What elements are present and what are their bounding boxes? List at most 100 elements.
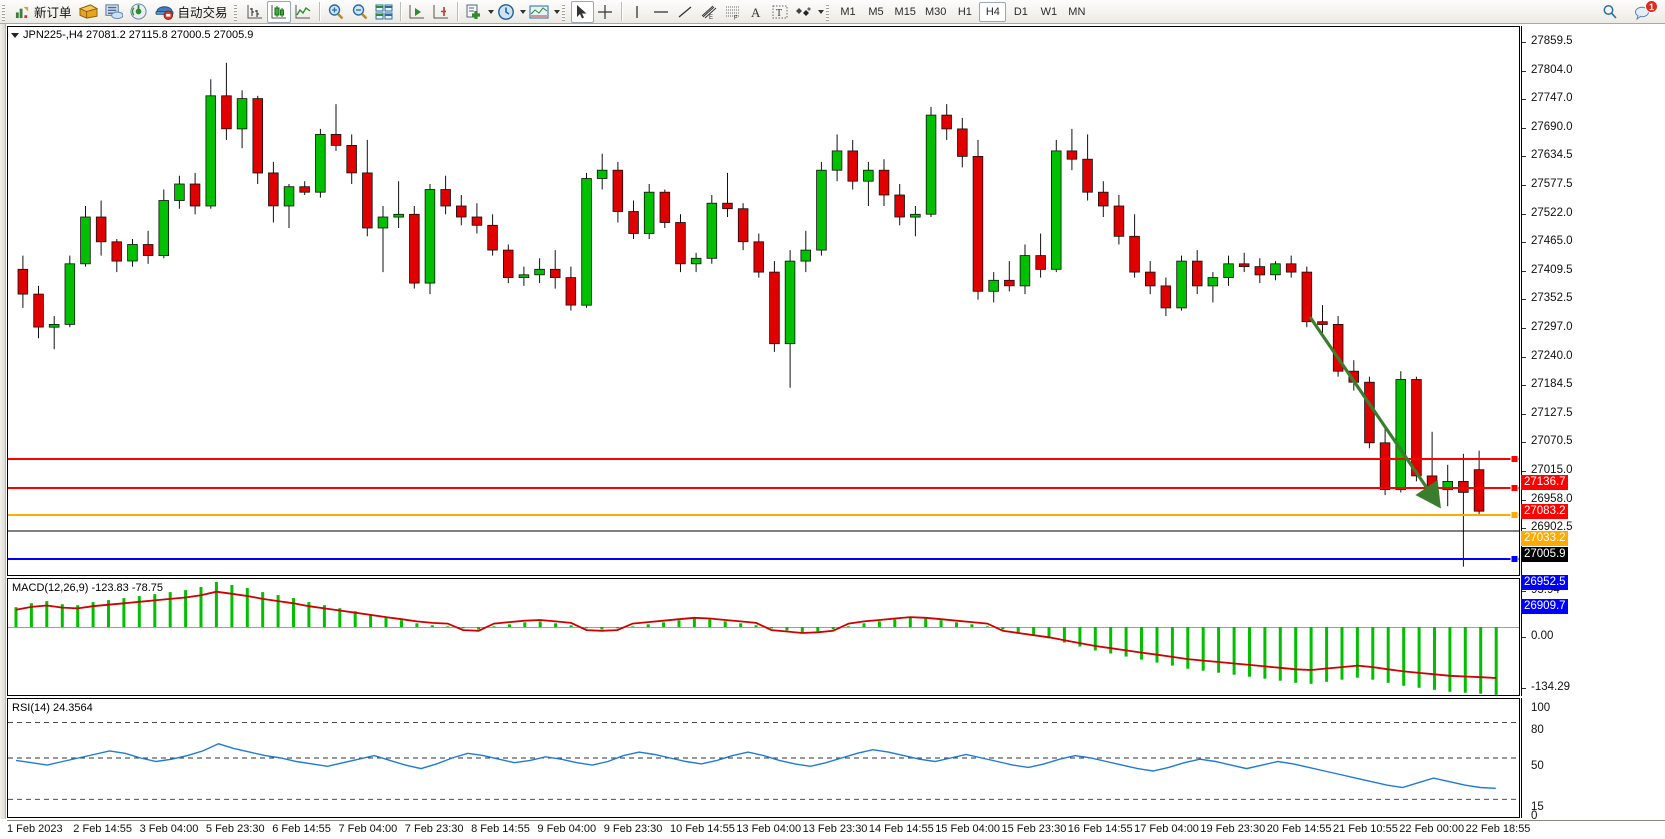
new-order-button[interactable]: 新订单 bbox=[11, 1, 76, 23]
chart-area: JPN225-,H4 27081.2 27115.8 27000.5 27005… bbox=[0, 24, 1665, 839]
level-tag-resistance-2[interactable]: 27136.7 bbox=[1521, 475, 1568, 490]
rsi-tick: 50 bbox=[1531, 760, 1544, 772]
price-tick: 27859.5 bbox=[1522, 35, 1573, 47]
time-tick: 17 Feb 04:00 bbox=[1134, 823, 1199, 835]
shapes-caret-icon[interactable] bbox=[817, 9, 824, 14]
chart-shift-button[interactable] bbox=[405, 1, 429, 23]
search-icon bbox=[1603, 4, 1617, 19]
timeframe-m5[interactable]: M5 bbox=[868, 5, 884, 18]
add-indicator-caret-icon[interactable] bbox=[487, 9, 494, 14]
rsi-tick: 15 bbox=[1531, 801, 1544, 813]
period-caret-icon[interactable] bbox=[519, 9, 526, 14]
timeframe-d1[interactable]: D1 bbox=[1013, 5, 1028, 18]
toolbar-separator-2 bbox=[399, 2, 401, 21]
price-tick: 27240.0 bbox=[1522, 350, 1573, 362]
period-button[interactable] bbox=[494, 1, 518, 23]
toolbar-separator bbox=[318, 2, 320, 21]
toolbar-grip-3[interactable] bbox=[560, 2, 568, 21]
time-tick: 14 Feb 14:55 bbox=[868, 823, 934, 835]
cursor-button[interactable] bbox=[570, 0, 594, 23]
shapes-button[interactable] bbox=[792, 1, 816, 23]
timeframe-h4[interactable]: H4 bbox=[979, 1, 1007, 22]
price-tick: 27409.5 bbox=[1522, 264, 1573, 276]
timeframe-h1[interactable]: H1 bbox=[957, 5, 972, 18]
auto-scroll-button[interactable] bbox=[429, 1, 453, 23]
time-tick: 22 Feb 18:55 bbox=[1465, 823, 1531, 835]
down-arrow-annotation[interactable] bbox=[8, 27, 1519, 575]
signal-button[interactable] bbox=[126, 1, 151, 23]
crosshair-icon bbox=[598, 4, 613, 19]
time-tick: 1 Feb 2023 bbox=[7, 823, 63, 835]
templates-icon bbox=[529, 5, 549, 18]
bar-chart-icon bbox=[247, 4, 262, 18]
crosshair-button[interactable] bbox=[594, 1, 617, 23]
horizontal-line-button[interactable] bbox=[649, 1, 673, 23]
rsi-tick: 0 bbox=[1531, 810, 1538, 822]
autotrading-button[interactable]: 自动交易 bbox=[151, 1, 232, 23]
time-tick: 19 Feb 23:30 bbox=[1200, 823, 1266, 835]
tile-windows-button[interactable] bbox=[372, 1, 396, 23]
line-chart-button[interactable] bbox=[291, 1, 315, 23]
macd-pane[interactable]: MACD(12,26,9) -123.83 -78.75 bbox=[7, 578, 1520, 696]
macd-tick: 0.00 bbox=[1522, 630, 1553, 642]
rsi-pane[interactable]: RSI(14) 24.3564 bbox=[7, 698, 1520, 818]
wallet-icon bbox=[78, 4, 98, 19]
price-level-lines bbox=[8, 455, 1519, 563]
time-tick: 6 Feb 14:55 bbox=[272, 823, 331, 835]
line-chart-icon bbox=[295, 4, 310, 18]
timeframe-m15[interactable]: M15 bbox=[894, 5, 916, 18]
equidistant-channel-button[interactable]: E bbox=[697, 1, 721, 23]
toolbar-grip-4[interactable] bbox=[824, 2, 832, 21]
messages-button[interactable]: 1 bbox=[1631, 0, 1658, 23]
cursor-icon bbox=[577, 4, 587, 18]
fibonacci-icon: F bbox=[725, 6, 739, 20]
level-tag-last-price[interactable]: 27005.9 bbox=[1521, 547, 1568, 562]
price-tick: 26958.0 bbox=[1522, 493, 1573, 505]
price-tick: 27690.0 bbox=[1522, 121, 1573, 133]
zoom-out-button[interactable] bbox=[348, 1, 372, 23]
level-tag-pivot[interactable]: 27033.2 bbox=[1521, 531, 1568, 546]
templates-caret-icon[interactable] bbox=[553, 9, 560, 14]
rsi-axis[interactable]: 100 80 50 15 0 bbox=[1521, 698, 1665, 822]
price-tick: 27297.0 bbox=[1522, 321, 1573, 333]
timeframe-mn[interactable]: MN bbox=[1068, 5, 1086, 18]
candlestick-chart-button[interactable] bbox=[266, 0, 291, 23]
text-label-button[interactable]: A bbox=[745, 1, 768, 23]
text-box-button[interactable]: T bbox=[768, 1, 792, 23]
rsi-label: RSI(14) 24.3564 bbox=[12, 702, 93, 714]
chart-left-rail bbox=[0, 24, 6, 819]
price-pane[interactable]: JPN225-,H4 27081.2 27115.8 27000.5 27005… bbox=[7, 26, 1520, 576]
toolbar-grip[interactable] bbox=[1, 2, 8, 21]
search-button[interactable] bbox=[1598, 1, 1621, 23]
equidistant-channel-icon: E bbox=[701, 5, 716, 20]
svg-text:T: T bbox=[776, 8, 782, 19]
zoom-out-icon bbox=[352, 3, 367, 19]
terminal-button[interactable] bbox=[101, 1, 126, 23]
vertical-line-button[interactable] bbox=[626, 1, 649, 23]
toolbar-grip-2[interactable] bbox=[232, 2, 240, 21]
templates-button[interactable] bbox=[526, 1, 552, 23]
wallet-button[interactable] bbox=[76, 1, 101, 23]
chart-menu-caret-icon[interactable] bbox=[11, 32, 19, 38]
timeframe-w1[interactable]: W1 bbox=[1040, 5, 1058, 18]
add-indicator-button[interactable] bbox=[462, 1, 486, 23]
zoom-in-button[interactable] bbox=[324, 1, 348, 23]
level-tag-support-1[interactable]: 26952.5 bbox=[1521, 575, 1568, 590]
bar-chart-button[interactable] bbox=[243, 1, 267, 23]
time-tick: 9 Feb 04:00 bbox=[537, 823, 597, 835]
price-axis[interactable]: 27859.5 27804.0 27747.0 27690.0 27634.5 27577… bbox=[1521, 26, 1665, 576]
trendline-button[interactable] bbox=[673, 1, 697, 23]
level-tag-support-2[interactable]: 26909.7 bbox=[1521, 599, 1568, 614]
candlestick-chart-icon bbox=[271, 4, 286, 18]
time-tick: 13 Feb 04:00 bbox=[736, 823, 802, 835]
timeframe-m30[interactable]: M30 bbox=[924, 5, 947, 18]
rsi-series bbox=[8, 722, 1519, 800]
fibonacci-button[interactable]: F bbox=[721, 1, 745, 23]
macd-axis[interactable]: 95.94 0.00 -134.29 bbox=[1521, 578, 1665, 696]
time-tick: 8 Feb 14:55 bbox=[471, 823, 530, 835]
timeframe-m1[interactable]: M1 bbox=[840, 5, 856, 18]
auto-scroll-icon bbox=[433, 4, 448, 18]
new-order-label: 新订单 bbox=[34, 6, 72, 20]
time-axis[interactable]: 1 Feb 2023 2 Feb 14:55 3 Feb 04:00 5 Feb 23… bbox=[7, 820, 1665, 839]
level-tag-resistance-1[interactable]: 27083.2 bbox=[1521, 504, 1568, 519]
